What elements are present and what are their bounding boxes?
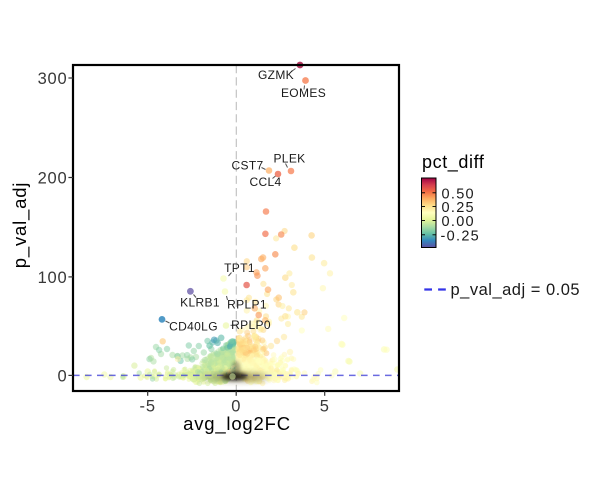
svg-text:0: 0 xyxy=(231,398,241,416)
svg-text:100: 100 xyxy=(38,269,68,287)
svg-text:p_val_adj: p_val_adj xyxy=(9,182,31,268)
svg-text:EOMES: EOMES xyxy=(281,86,326,100)
svg-text:CST7: CST7 xyxy=(231,158,263,172)
svg-text:300: 300 xyxy=(38,70,68,88)
svg-text:200: 200 xyxy=(38,169,68,187)
svg-text:PLEK: PLEK xyxy=(273,152,305,166)
svg-text:0.50: 0.50 xyxy=(442,186,475,202)
svg-text:p_val_adj = 0.05: p_val_adj = 0.05 xyxy=(451,281,581,299)
svg-text:avg_log2FC: avg_log2FC xyxy=(183,413,291,435)
svg-text:RPLP0: RPLP0 xyxy=(231,318,271,332)
svg-text:0.00: 0.00 xyxy=(442,214,475,230)
svg-text:TPT1: TPT1 xyxy=(224,261,255,275)
svg-text:5: 5 xyxy=(320,398,330,416)
svg-text:RPLP1: RPLP1 xyxy=(227,298,267,312)
svg-text:0: 0 xyxy=(58,367,68,385)
svg-text:KLRB1: KLRB1 xyxy=(180,296,220,310)
svg-text:CD40LG: CD40LG xyxy=(169,320,218,334)
svg-text:CCL4: CCL4 xyxy=(249,175,281,189)
svg-text:pct_diff: pct_diff xyxy=(422,152,485,173)
svg-text:GZMK: GZMK xyxy=(258,68,294,82)
svg-text:-0.25: -0.25 xyxy=(441,228,481,244)
svg-text:0.25: 0.25 xyxy=(442,200,475,216)
svg-text:-5: -5 xyxy=(140,398,156,416)
